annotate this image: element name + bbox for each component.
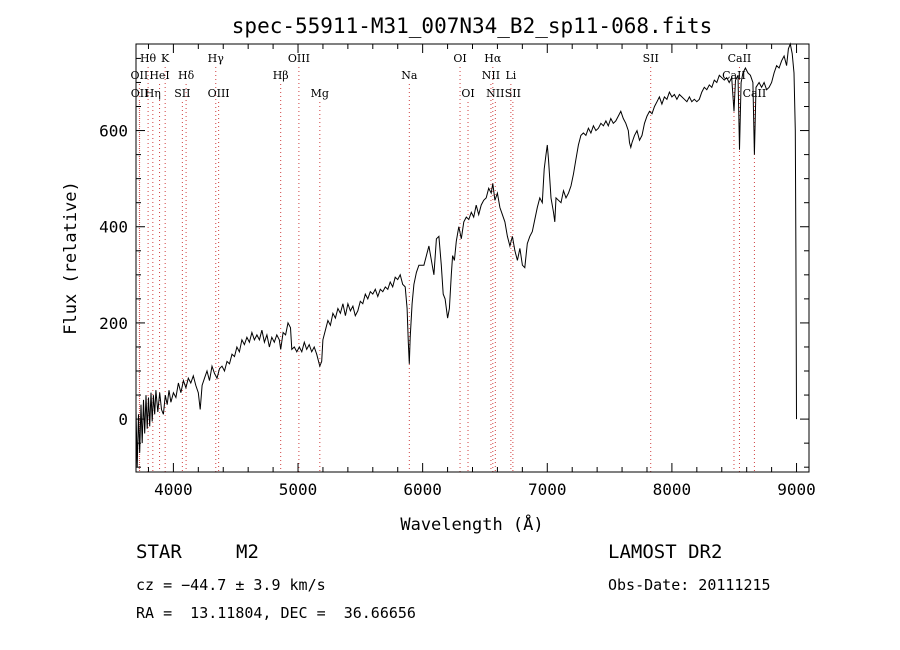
x-axis-label: Wavelength (Å) xyxy=(400,513,543,535)
x-tick-label: 7000 xyxy=(528,480,567,499)
survey-name: LAMOST DR2 xyxy=(608,541,723,563)
line-marker-label: Hα xyxy=(484,52,502,65)
line-marker-label: Hδ xyxy=(178,69,195,82)
plot-frame xyxy=(135,43,810,473)
line-marker-label: OIII xyxy=(288,52,310,65)
line-marker-label: CaII xyxy=(728,52,752,65)
y-tick-label: 600 xyxy=(99,122,128,141)
x-tick-label: 9000 xyxy=(777,480,816,499)
line-marker-label: NII xyxy=(482,69,500,82)
line-marker-label: Na xyxy=(401,69,418,82)
x-tick-label: 8000 xyxy=(653,480,692,499)
line-marker-label: NII xyxy=(486,87,504,100)
y-tick-label: 200 xyxy=(99,314,128,333)
object-subclass: M2 xyxy=(236,541,259,563)
line-marker-label: CaII xyxy=(743,87,767,100)
line-marker-label: Hβ xyxy=(273,69,289,82)
x-tick-label: 4000 xyxy=(154,480,193,499)
chart-axes: 4000 5000 6000 7000 8000 9000 0 200 400 600 xyxy=(99,44,816,499)
series-line xyxy=(135,42,797,468)
line-marker-label: SII xyxy=(505,87,521,100)
line-marker-label: Hγ xyxy=(208,52,225,65)
line-marker-label: CaII xyxy=(722,69,746,82)
y-tick-label: 0 xyxy=(118,410,128,429)
spectrum-chart: spec-55911-M31_007N34_B2_sp11-068.fits H… xyxy=(61,14,816,535)
observation-date: Obs-Date: 20111215 xyxy=(608,576,771,594)
x-tick-label: 5000 xyxy=(279,480,318,499)
line-marker-label: OII xyxy=(131,69,149,82)
line-marker-label: OII xyxy=(131,87,149,100)
redshift-velocity: cz = −44.7 ± 3.9 km/s xyxy=(136,576,326,594)
chart-title: spec-55911-M31_007N34_B2_sp11-068.fits xyxy=(232,14,712,38)
y-tick-label: 400 xyxy=(99,218,128,237)
line-marker-label: OIII xyxy=(208,87,230,100)
line-marker-label: SII xyxy=(174,87,190,100)
y-axis-label: Flux (relative) xyxy=(61,181,81,335)
line-marker-label: OI xyxy=(453,52,466,65)
line-marker-label: Hη xyxy=(145,87,161,100)
x-tick-label: 6000 xyxy=(403,480,442,499)
ra-dec-coordinates: RA = 13.11804, DEC = 36.66656 xyxy=(136,604,416,622)
line-marker-label: K xyxy=(161,52,170,65)
object-class: STAR xyxy=(136,541,182,563)
line-marker-label: Mg xyxy=(311,87,329,100)
line-marker-label: HeI xyxy=(149,69,169,82)
line-marker-label: OI xyxy=(461,87,474,100)
line-marker-label: Hθ xyxy=(140,52,157,65)
line-marker-label: Li xyxy=(505,69,516,82)
line-marker-label: SII xyxy=(643,52,659,65)
